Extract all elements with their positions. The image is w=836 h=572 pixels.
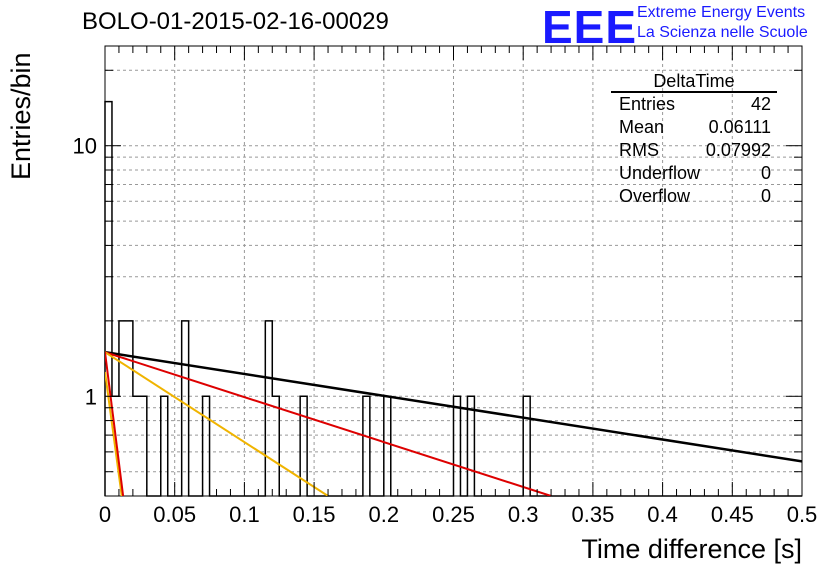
histogram-bin — [203, 396, 210, 496]
x-tick-label: 0.4 — [647, 502, 678, 527]
fit-line — [105, 371, 123, 496]
histogram-bin — [363, 396, 370, 496]
x-tick-label: 0.05 — [153, 502, 196, 527]
x-tick-label: 0.1 — [229, 502, 260, 527]
x-tick-label: 0.3 — [508, 502, 539, 527]
histogram-bin — [182, 321, 189, 496]
stats-row: Entries 42 — [611, 93, 777, 116]
histogram-bin — [454, 396, 461, 496]
fit-line — [105, 352, 125, 496]
x-tick-label: 0.45 — [711, 502, 754, 527]
stats-label: Overflow — [619, 186, 691, 206]
y-axis-label: Entries/bin — [6, 52, 36, 180]
histogram-bin — [126, 321, 133, 496]
histogram-bin — [523, 396, 530, 496]
eee-logo: EEE — [542, 1, 638, 53]
x-axis-label: Time difference [s] — [581, 534, 802, 564]
stats-row: Underflow 0 — [611, 162, 777, 185]
stats-label: Underflow — [619, 163, 701, 183]
chart-title: BOLO-01-2015-02-16-00029 — [82, 8, 389, 35]
fit-line — [105, 351, 552, 496]
x-tick-label: 0.5 — [787, 502, 818, 527]
histogram-bin — [140, 396, 147, 496]
stats-title: DeltaTime — [611, 71, 777, 93]
x-tick-label: 0.35 — [571, 502, 614, 527]
x-tick-label: 0.2 — [369, 502, 400, 527]
stats-box: DeltaTime Entries 42 Mean 0.06111 RMS 0.079… — [611, 71, 777, 208]
stats-label: RMS — [619, 140, 659, 160]
stats-value: 0 — [760, 163, 771, 183]
y-tick-label: 10 — [73, 134, 97, 159]
stats-row: Overflow 0 — [611, 185, 777, 208]
histogram-bin — [384, 396, 391, 496]
stats-value: 0.07992 — [705, 140, 771, 160]
histogram-bin — [272, 396, 279, 496]
fit-line — [105, 350, 802, 463]
stats-label: Entries — [619, 94, 676, 114]
stats-row: RMS 0.07992 — [611, 139, 777, 162]
fit-line — [105, 351, 329, 496]
logo-line-1: Extreme Energy Events — [637, 4, 806, 21]
x-tick-label: 0.15 — [293, 502, 336, 527]
stats-value: 0 — [760, 186, 771, 206]
histogram-bin — [161, 396, 168, 496]
y-tick-label: 1 — [85, 384, 97, 409]
stats-value: 42 — [750, 94, 771, 114]
histogram-bin — [133, 396, 140, 496]
stats-value: 0.06111 — [708, 117, 771, 137]
stats-row: Mean 0.06111 — [611, 116, 777, 139]
x-tick-label: 0 — [99, 502, 111, 527]
histogram-bin — [467, 396, 474, 496]
histogram-bin — [105, 102, 112, 496]
stats-label: Mean — [619, 117, 665, 137]
logo-line-2: La Scienza nelle Scuole — [637, 24, 808, 41]
histogram-bin — [265, 321, 272, 496]
x-tick-label: 0.25 — [432, 502, 475, 527]
